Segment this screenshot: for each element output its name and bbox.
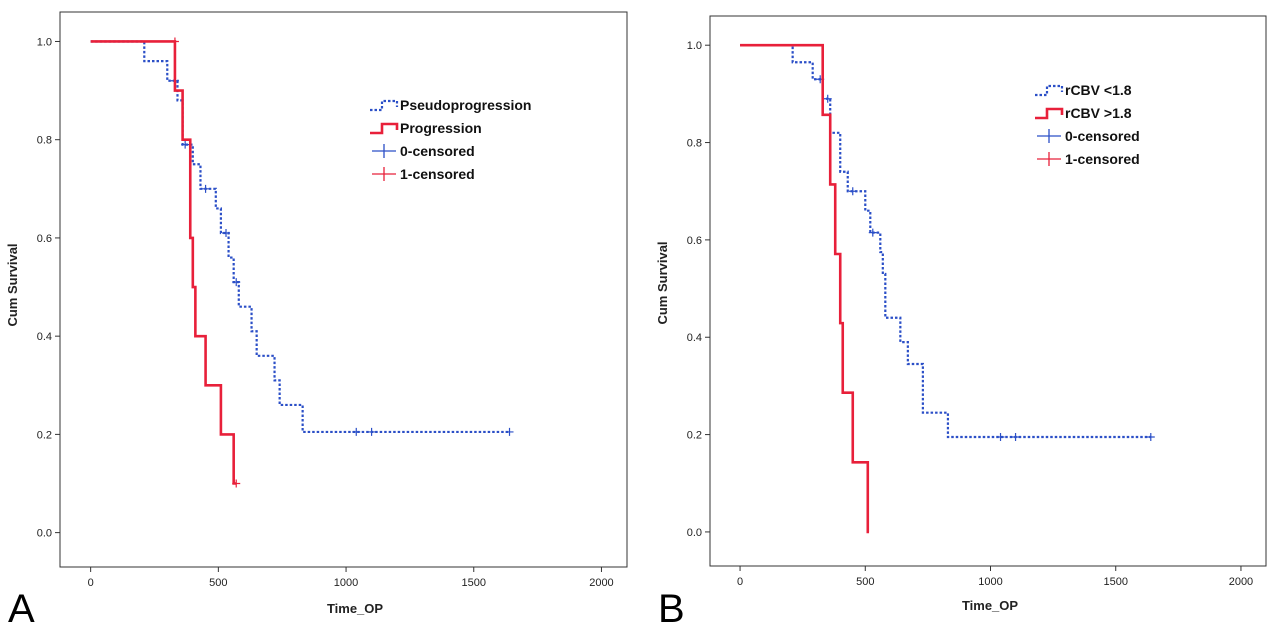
panel-b-legend-label: 0-censored [1065, 128, 1140, 144]
panel-b-legend: rCBV <1.8 rCBV >1.8 0-censored 1-censored [1035, 82, 1140, 167]
panel-a-x-tick-label: 2000 [589, 577, 613, 589]
panel-a-legend-label: Progression [400, 120, 482, 136]
panel-a-series-1-curve [90, 40, 237, 485]
panel-a-y-tick-label: 1.0 [37, 36, 52, 48]
panel-a-series-0-censor-mark [505, 427, 514, 436]
panel-a-y-tick-label: 0.0 [37, 528, 52, 540]
panel-a-series-0-censor-mark [181, 140, 190, 149]
panel-a-x-tick-label: 0 [88, 577, 94, 589]
panel-a-plot-frame [59, 11, 628, 568]
panel-b-x-tick-label: 0 [737, 576, 743, 588]
panel-a-series-0-censor-mark [232, 278, 241, 287]
panel-b-legend-swatch [1035, 107, 1064, 120]
panel-a-series-0-censor-mark [222, 229, 231, 238]
panel-a-letter: A [8, 587, 35, 631]
panel-b-x-tick-label: 500 [856, 576, 874, 588]
panel-b-series-0-censor-mark [1146, 433, 1155, 442]
panel-a-legend-censor-symbol [372, 144, 396, 158]
panel-b-series-0-censor-mark [1011, 433, 1020, 442]
panel-b-plot-frame [709, 15, 1267, 567]
panel-b-letter: B [658, 587, 685, 631]
panel-b-series-0-censor-mark [823, 94, 832, 103]
panel-b-series-0-censor-mark [848, 187, 857, 196]
panel-b-series-0-censor-mark [996, 433, 1005, 442]
panel-a-series-1-censor-mark [170, 37, 179, 46]
panel-b-y-axis-label: Cum Survival [655, 241, 670, 324]
panel-b-y-tick-label: 0.0 [687, 527, 702, 539]
panel-a-series-0-censor-mark [201, 184, 210, 193]
panel-a: A 0.0 0.2 0.4 0.6 0.8 1.0 0 500 1000 1500 2000 Time… [5, 11, 628, 631]
panel-b-series-0-curve [740, 44, 1151, 439]
panel-b-y-tick-label: 1.0 [687, 40, 702, 52]
panel-b-legend-label: rCBV >1.8 [1065, 105, 1132, 121]
panel-b-legend-censor-symbol [1037, 129, 1061, 143]
panel-b-legend-swatch [1035, 84, 1064, 97]
panel-a-y-tick-label: 0.8 [37, 135, 52, 147]
panel-a-y-axis-label: Cum Survival [5, 243, 20, 326]
panel-b-x-tick-label: 1000 [978, 576, 1002, 588]
panel-b-y-tick-label: 0.4 [687, 332, 702, 344]
panel-a-y-tick-label: 0.4 [37, 331, 52, 343]
panel-a-legend-censor-symbol [372, 167, 396, 181]
panel-a-series-0-censor-mark [367, 427, 376, 436]
panel-b: B 0.0 0.2 0.4 0.6 0.8 1.0 0 500 1000 1500 2000 Time… [655, 15, 1267, 631]
panel-a-legend-label: Pseudoprogression [400, 97, 531, 113]
panel-b-y-tick-label: 0.8 [687, 138, 702, 150]
panel-a-y-tick-label: 0.2 [37, 429, 52, 441]
panel-a-x-tick-label: 1500 [462, 577, 486, 589]
panel-a-legend-swatch [370, 99, 399, 112]
panel-a-legend-label: 1-censored [400, 166, 475, 182]
panel-a-legend-label: 0-censored [400, 143, 475, 159]
panel-b-y-tick-label: 0.6 [687, 235, 702, 247]
panel-b-series-1-curve [740, 43, 870, 534]
panel-a-x-tick-label: 500 [209, 577, 227, 589]
panel-b-x-tick-label: 1500 [1103, 576, 1127, 588]
panel-a-series-0-censor-mark [352, 427, 361, 436]
panel-b-x-axis-label: Time_OP [962, 598, 1018, 613]
panel-b-legend-label: rCBV <1.8 [1065, 82, 1132, 98]
panel-a-x-axis-label: Time_OP [327, 601, 383, 616]
panel-b-x-tick-label: 2000 [1229, 576, 1253, 588]
panel-a-legend: Pseudoprogression Progression 0-censored 1-… [370, 97, 531, 182]
panel-b-y-tick-label: 0.2 [687, 430, 702, 442]
panel-b-legend-label: 1-censored [1065, 151, 1140, 167]
panel-a-y-tick-label: 0.6 [37, 233, 52, 245]
panel-a-series-1-censor-mark [232, 479, 241, 488]
panel-a-legend-swatch [370, 122, 399, 135]
panel-b-series-0-censor-mark [868, 228, 877, 237]
panel-a-x-tick-label: 1000 [334, 577, 358, 589]
panel-b-legend-censor-symbol [1037, 152, 1061, 166]
